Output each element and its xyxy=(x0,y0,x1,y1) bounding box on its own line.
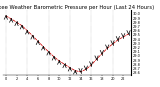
Title: Milwaukee Weather Barometric Pressure per Hour (Last 24 Hours): Milwaukee Weather Barometric Pressure pe… xyxy=(0,5,154,10)
